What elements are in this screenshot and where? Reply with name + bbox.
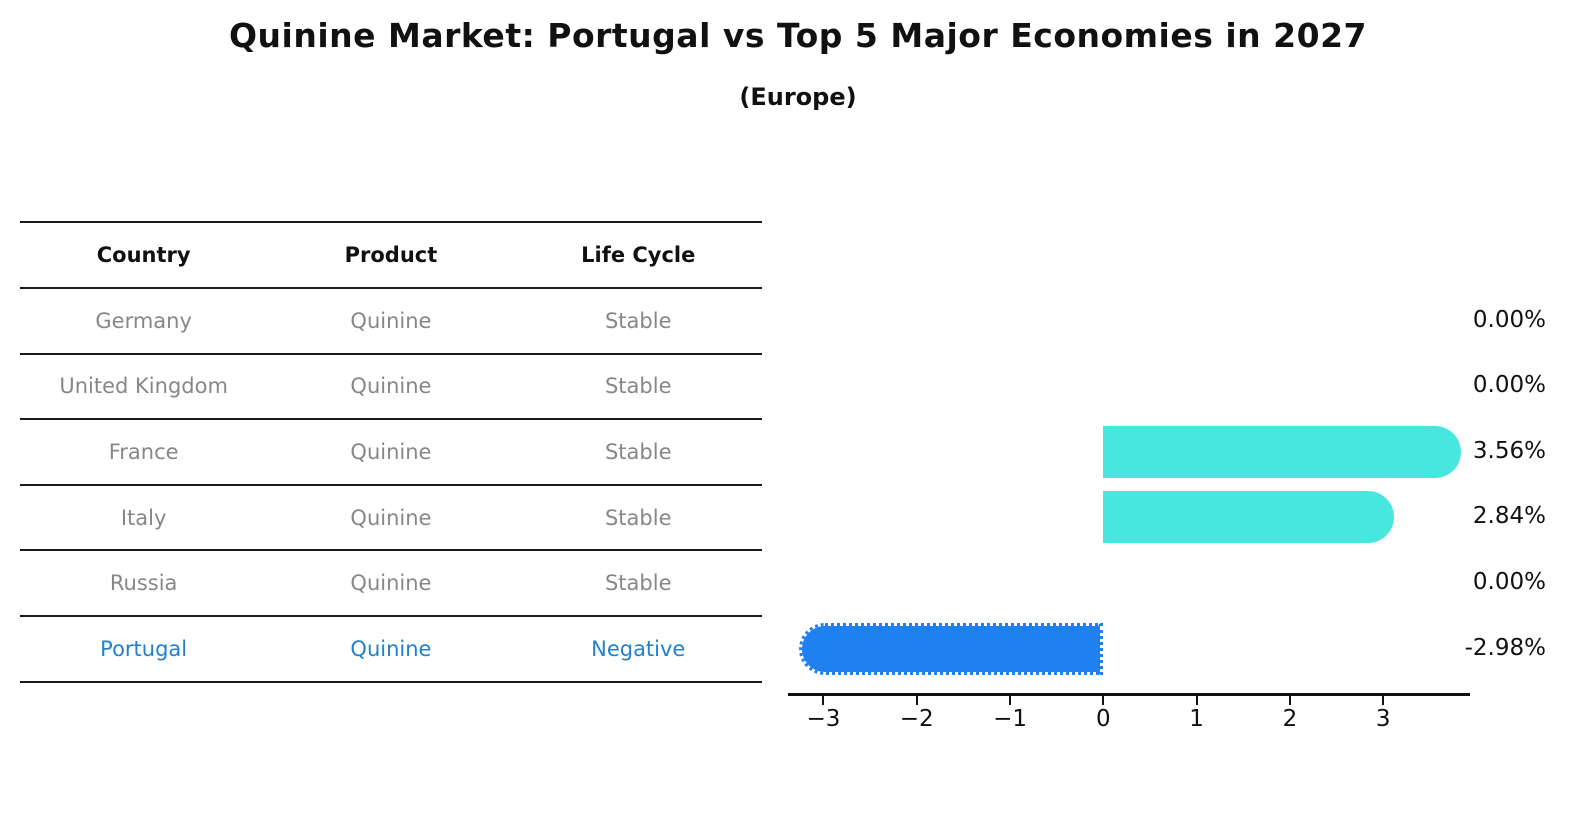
cell-life-cycle: Stable — [604, 374, 672, 399]
bar-value-label: 0.00% — [1472, 372, 1546, 399]
bar-france — [1103, 425, 1462, 478]
cell-country: Italy — [120, 505, 167, 530]
cell-product: Quinine — [350, 571, 432, 596]
table-row-united-kingdom: United Kingdom Quinine Stable — [20, 355, 762, 421]
bar-italy — [1103, 491, 1395, 544]
cell-life-cycle: Negative — [591, 636, 686, 661]
cell-country: Russia — [109, 571, 178, 596]
x-tick-mark — [1102, 696, 1105, 705]
bar-value-label: 2.84% — [1472, 503, 1546, 530]
x-tick-mark — [822, 696, 825, 705]
x-tick-label: −1 — [993, 706, 1027, 732]
chart-title: Quinine Market: Portugal vs Top 5 Major … — [228, 16, 1368, 55]
cell-life-cycle: Stable — [604, 571, 672, 596]
x-tick-mark — [1009, 696, 1012, 705]
table-row-portugal: Portugal Quinine Negative — [20, 617, 762, 683]
cell-product: Quinine — [350, 308, 432, 333]
cell-country: United Kingdom — [59, 374, 228, 399]
bar-value-label: -2.98% — [1464, 634, 1546, 661]
x-tick-label: 0 — [1096, 706, 1111, 732]
table-row-italy: Italy Quinine Stable — [20, 486, 762, 552]
cell-product: Quinine — [350, 374, 432, 399]
chart-subtitle: (Europe) — [739, 83, 857, 111]
cell-product: Quinine — [350, 505, 432, 530]
cell-life-cycle: Stable — [604, 308, 672, 333]
column-header-product: Product — [344, 243, 438, 267]
bar-portugal — [799, 622, 1104, 675]
table-row-france: France Quinine Stable — [20, 420, 762, 486]
x-tick-label: 2 — [1282, 706, 1298, 732]
cell-product: Quinine — [350, 439, 432, 464]
x-tick-mark — [1288, 696, 1291, 705]
x-tick-label: −3 — [806, 706, 841, 732]
cell-country: France — [108, 439, 179, 464]
table-row-russia: Russia Quinine Stable — [20, 551, 762, 617]
x-tick-label: 1 — [1189, 706, 1204, 732]
x-tick-label: −2 — [899, 706, 934, 732]
cell-life-cycle: Stable — [604, 505, 672, 530]
cell-product: Quinine — [350, 636, 432, 661]
table-header-row: Country Product Life Cycle — [20, 223, 762, 289]
column-header-country: Country — [96, 243, 191, 267]
bar-value-label: 0.00% — [1472, 306, 1546, 333]
table-row-germany: Germany Quinine Stable — [20, 289, 762, 355]
cell-country: Portugal — [100, 636, 188, 661]
x-tick-mark — [1382, 696, 1385, 705]
x-tick-mark — [1195, 696, 1198, 705]
bar-value-label: 0.00% — [1472, 569, 1546, 596]
x-axis-line — [788, 693, 1470, 696]
cell-life-cycle: Stable — [604, 439, 672, 464]
cell-country: Germany — [95, 308, 192, 333]
column-header-life-cycle: Life Cycle — [581, 243, 696, 267]
x-tick-mark — [915, 696, 918, 705]
x-tick-label: 3 — [1375, 706, 1391, 732]
bar-value-label: 3.56% — [1472, 437, 1546, 464]
country-summary-table: Country Product Life Cycle Germany Quini… — [20, 221, 762, 683]
